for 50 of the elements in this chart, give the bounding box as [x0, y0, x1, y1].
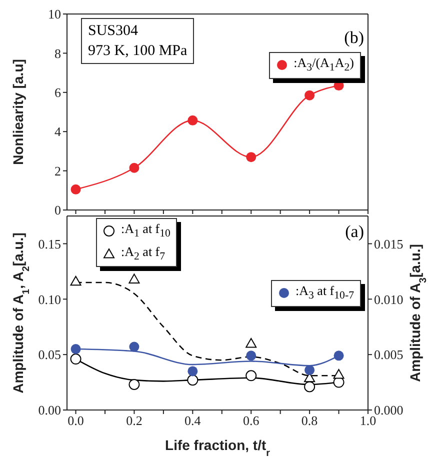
y-tick-label: 0.00	[38, 402, 61, 418]
point	[128, 379, 140, 390]
legend-label: :A$_{3}$ at f$_{10-7}$	[296, 282, 354, 304]
point	[333, 369, 344, 379]
y2-tick-label: 0.000	[374, 402, 404, 418]
point	[246, 152, 256, 162]
y2-tick-label: 0.005	[374, 347, 404, 362]
y-tick-label: 0.05	[38, 347, 61, 362]
point	[334, 350, 344, 361]
x-tick-label: 0.4	[184, 413, 202, 428]
point	[246, 338, 257, 348]
point	[304, 365, 315, 376]
y-tick-label: 4	[54, 124, 62, 140]
x-tick-label: 0.0	[68, 413, 84, 428]
y-axis-title: Nonliearity [a.u]	[10, 59, 26, 165]
x-tick-label: 0.2	[126, 413, 142, 428]
legend-label: :A$_{3}$/(A$_{1}$A$_{2}$)	[294, 54, 354, 76]
point	[70, 354, 82, 365]
point	[246, 350, 256, 361]
point	[188, 366, 198, 376]
point	[70, 184, 81, 194]
point	[128, 274, 140, 284]
y-tick-label: 10	[48, 6, 61, 22]
point	[304, 90, 315, 100]
legend-label: :A$_{1}$ at f$_{10}$	[121, 220, 170, 242]
point	[188, 115, 198, 126]
point	[70, 276, 82, 286]
y2-tick-label: 0.010	[374, 292, 404, 307]
annotation: 973 K, 100 MPa	[88, 42, 188, 61]
y-tick-label: 0.10	[38, 292, 61, 307]
point	[304, 381, 316, 392]
annotation: SUS304	[88, 22, 140, 41]
x-axis-title: Life fraction, t/t$_{r}$	[165, 437, 270, 458]
legend-label: :A$_{2}$ at f$_{7}$	[121, 242, 166, 264]
y-tick-label: 8	[54, 46, 61, 61]
point	[246, 370, 257, 382]
y-tick-label: 0	[54, 202, 61, 218]
y-tick-label: 6	[54, 85, 62, 100]
y-tick-label: 0.15	[38, 236, 61, 252]
y-tick-label: 2	[54, 163, 61, 178]
annotation: (b)	[344, 28, 364, 48]
x-tick-label: 0.8	[301, 413, 318, 428]
point	[129, 162, 140, 173]
point	[187, 374, 198, 386]
x-tick-label: 0.6	[242, 413, 260, 428]
point	[70, 344, 81, 354]
annotation: (a)	[345, 222, 364, 242]
point	[129, 342, 140, 352]
y2-tick-label: 0.015	[374, 236, 404, 252]
x-tick-label: 1.0	[360, 413, 376, 428]
